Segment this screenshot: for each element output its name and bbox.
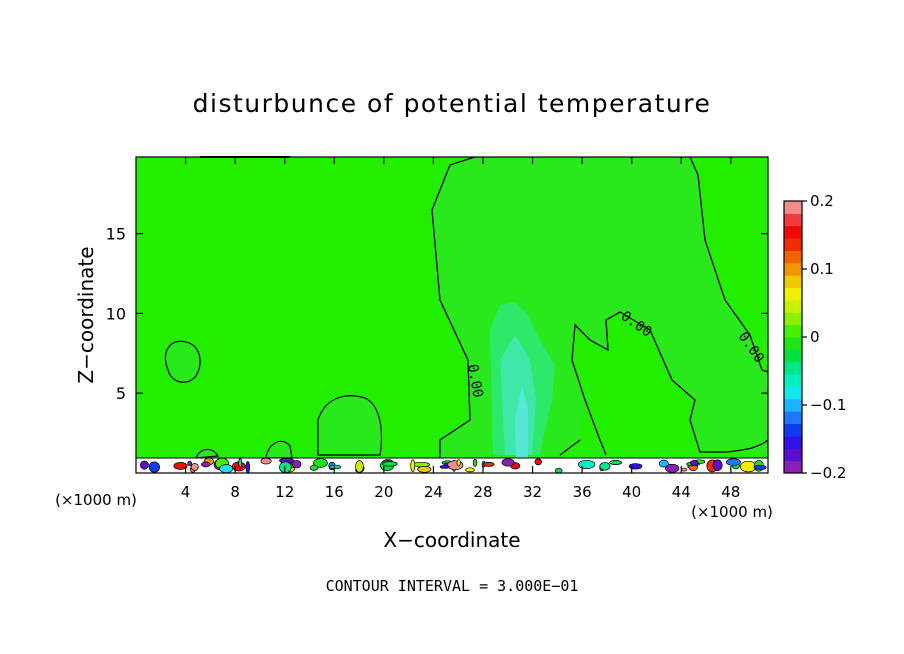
y-axis: 5 10 15 <box>106 225 768 403</box>
x-tick-label-28: 28 <box>473 483 492 501</box>
surface-blob <box>279 461 292 474</box>
small-bump <box>265 440 293 459</box>
colorbar-swatch-6 <box>784 386 802 400</box>
colorbar-swatch-20 <box>784 213 802 227</box>
surface-blob <box>148 461 160 473</box>
surface-blob <box>140 460 149 470</box>
colorbar-tick-label-4: −0.2 <box>810 464 846 482</box>
surface-blob <box>201 461 211 468</box>
surface-blob <box>355 460 364 473</box>
colorbar-tick-label-1: 0.1 <box>810 260 834 278</box>
x-axis: 4 8 12 16 20 24 28 32 36 40 44 48 <box>181 157 740 501</box>
colorbar-swatch-14 <box>784 287 802 301</box>
y-axis-label: Z−coordinate <box>74 246 98 383</box>
colorbar: 0.2 0.1 0 −0.1 −0.2 <box>783 192 846 482</box>
small-bump-2 <box>195 448 220 459</box>
x-tick-label-20: 20 <box>374 483 393 501</box>
surface-blob <box>628 463 643 470</box>
surface-blob <box>328 464 342 470</box>
surface-blob <box>382 461 398 467</box>
x-tick-label-12: 12 <box>275 483 294 501</box>
surface-blob <box>417 465 432 473</box>
surface-blob <box>501 458 515 467</box>
surface-blob <box>712 459 723 471</box>
colorbar-swatch-7 <box>784 374 802 387</box>
chart-title: disturbunce of potential temperature <box>193 89 712 118</box>
surface-blob <box>689 460 699 466</box>
x-tick-label-4: 4 <box>181 483 191 501</box>
surface-blob <box>472 458 478 467</box>
colorbar-swatch-17 <box>784 250 802 264</box>
surface-blob <box>599 462 611 471</box>
contour-interval-note: CONTOUR INTERVAL = 3.000E−01 <box>326 577 579 595</box>
x-tick-label-16: 16 <box>325 483 344 501</box>
x-unit-right: (×1000 m) <box>691 503 773 521</box>
surface-blob <box>482 461 495 467</box>
y-tick-label-15: 15 <box>106 225 126 244</box>
surface-blob <box>219 464 234 474</box>
surface-blob <box>439 465 450 469</box>
surface-blob <box>578 459 596 470</box>
surface-blob <box>292 460 302 469</box>
surface-blob <box>534 458 542 466</box>
surface-blob <box>309 464 319 471</box>
surface-blob <box>665 463 680 473</box>
x-unit-left: (×1000 m) <box>55 491 137 509</box>
x-axis-label: X−coordinate <box>383 528 520 552</box>
colorbar-swatch-11 <box>784 324 802 338</box>
x-tick-label-48: 48 <box>721 483 740 501</box>
surface-blob <box>260 457 272 465</box>
colorbar-tick-label-0: 0.2 <box>810 192 834 210</box>
contour-label-1: 0.00 <box>464 363 486 399</box>
y-tick-label-5: 5 <box>116 384 126 403</box>
surface-blob <box>554 467 563 474</box>
colorbar-swatch-8 <box>784 361 802 375</box>
colorbar-swatch-3 <box>784 423 802 437</box>
mid-blob-region <box>317 395 383 456</box>
colorbar-swatch-13 <box>784 299 802 313</box>
colorbar-swatch-21 <box>784 201 802 214</box>
surface-blob <box>658 459 669 468</box>
surface-blob <box>190 463 199 471</box>
colorbar-tick-label-2: 0 <box>810 328 820 346</box>
plot-frame <box>135 156 769 474</box>
surface-blob <box>725 458 741 466</box>
contour-zero-line <box>431 156 769 458</box>
surface-blob <box>173 462 188 470</box>
surface-blob <box>456 459 461 467</box>
surface-blob <box>465 467 475 473</box>
colorbar-swatch-0 <box>784 460 802 474</box>
colorbar-swatch-19 <box>784 225 802 239</box>
colorbar-swatch-12 <box>784 312 802 326</box>
surface-perturbation-layer <box>136 457 768 474</box>
colorbar-swatch-16 <box>784 262 802 276</box>
colorbar-swatch-4 <box>784 411 802 425</box>
colorbar-swatch-18 <box>784 238 802 251</box>
colorbar-swatch-15 <box>784 275 802 289</box>
x-tick-label-44: 44 <box>672 483 691 501</box>
surface-blob <box>245 461 250 474</box>
x-tick-label-36: 36 <box>573 483 592 501</box>
cyan-core-innermost <box>515 385 528 458</box>
colorbar-swatch-1 <box>784 448 802 462</box>
surface-blob <box>410 459 416 472</box>
left-blob-region <box>164 340 201 383</box>
colorbar-swatch-2 <box>784 435 802 449</box>
colorbar-tick-label-3: −0.1 <box>810 396 846 414</box>
surface-blob <box>187 460 193 467</box>
colorbar-swatch-9 <box>784 349 802 363</box>
x-tick-label-40: 40 <box>622 483 641 501</box>
colorbar-swatch-10 <box>784 337 802 350</box>
y-tick-label-10: 10 <box>106 304 126 323</box>
surface-blob <box>681 467 688 472</box>
x-tick-label-8: 8 <box>230 483 240 501</box>
surface-blob <box>753 464 767 470</box>
surface-blob <box>609 460 623 465</box>
plot-area: 0.00 0.00 0.00 <box>135 156 769 474</box>
x-tick-label-24: 24 <box>424 483 443 501</box>
x-tick-label-32: 32 <box>523 483 542 501</box>
colorbar-swatch-5 <box>784 398 802 412</box>
surface-blob <box>238 458 243 468</box>
